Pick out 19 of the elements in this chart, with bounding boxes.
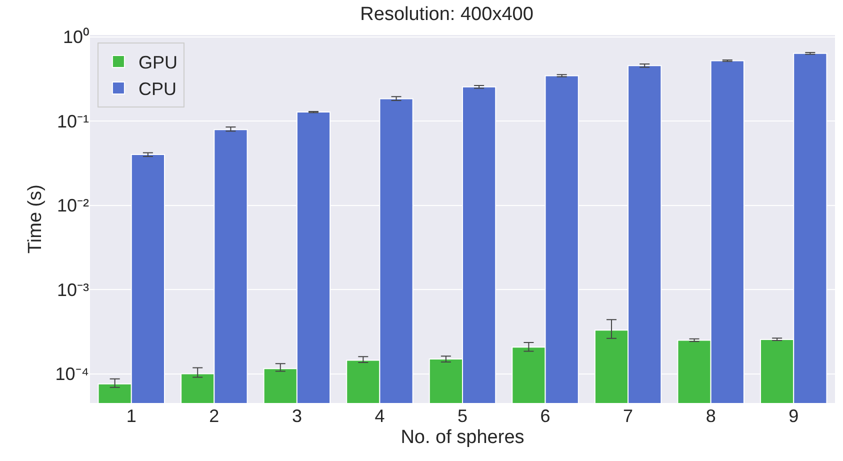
y-tick-label: 10⁻⁴ xyxy=(55,364,89,384)
y-tick-label: 10⁻³ xyxy=(56,280,90,300)
x-tick-label: 9 xyxy=(788,406,799,426)
y-axis-title: Time (s) xyxy=(25,184,46,254)
x-tick-label: 5 xyxy=(457,406,468,426)
x-tick-label: 3 xyxy=(292,406,302,426)
x-tick-label: 8 xyxy=(706,406,716,426)
x-tick-label: 4 xyxy=(374,406,385,426)
legend-label: CPU xyxy=(138,78,176,99)
chart-title: Resolution: 400x400 xyxy=(360,4,534,26)
x-tick-label: 2 xyxy=(209,406,220,426)
x-axis-title: No. of spheres xyxy=(400,426,524,448)
x-tick-label: 1 xyxy=(126,406,136,426)
y-tick-label: 10⁻² xyxy=(56,196,90,216)
x-tick-label: 6 xyxy=(540,406,550,426)
y-tick-label: 10⁰ xyxy=(62,27,89,48)
legend-label: GPU xyxy=(138,52,178,73)
x-tick-label: 7 xyxy=(623,406,634,426)
y-tick-label: 10⁻¹ xyxy=(56,111,90,132)
